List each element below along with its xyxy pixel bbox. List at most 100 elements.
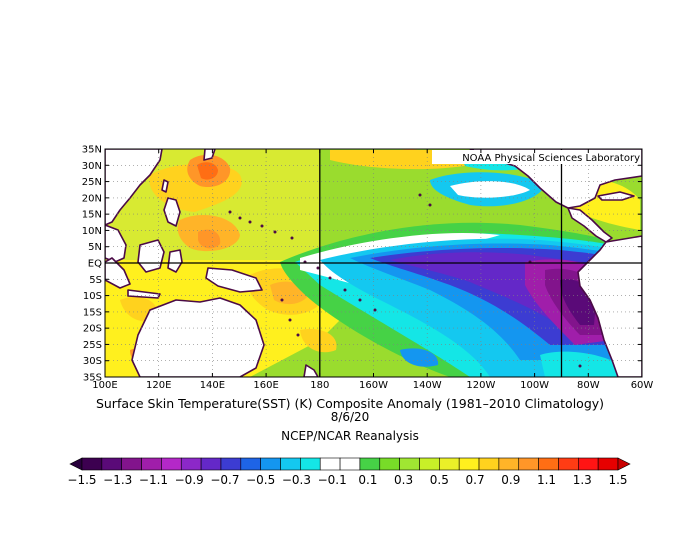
colorbar-swatch [180, 457, 202, 471]
colorbar-label: 0.7 [466, 473, 485, 487]
colorbar-label: −0.1 [318, 473, 347, 487]
colorbar-swatch [141, 457, 162, 471]
colorbar-label: 0.5 [430, 473, 449, 487]
colorbar-swatch [577, 457, 599, 471]
colorbar-swatch [458, 457, 480, 471]
asia-landmass [105, 149, 163, 226]
anomaly-patch [450, 181, 530, 198]
colorbar-swatch [161, 457, 182, 471]
longitude-label: 140E [200, 380, 225, 391]
latitude-label: 25S [83, 340, 102, 351]
anomaly-patch [540, 351, 620, 377]
map-date: 8/6/20 [330, 410, 370, 424]
map-plot-area: NOAA Physical Sciences Laboratory [105, 149, 642, 377]
colorbar-swatch [439, 457, 460, 471]
longitude-label: 160E [253, 380, 278, 391]
anomaly-patch [197, 162, 218, 180]
colorbar-label: 0.3 [394, 473, 413, 487]
colorbar-swatch [399, 457, 420, 471]
latitude-label: 15S [83, 307, 102, 318]
colorbar-swatch [478, 457, 500, 471]
latitude-label: 10S [83, 291, 102, 302]
south-america-landmass [577, 235, 642, 377]
longitude-label: 100E [92, 380, 117, 391]
credit-box [432, 150, 641, 164]
latitude-label: 30S [83, 356, 102, 367]
longitude-label: 60W [631, 380, 654, 391]
colorbar-swatch [220, 457, 242, 471]
anomaly-patch [300, 328, 337, 353]
borneo-landmass [137, 239, 165, 273]
colorbar-swatch [359, 457, 381, 471]
australia-landmass [131, 297, 265, 377]
colorbar-label: −1.1 [139, 473, 168, 487]
colorbar-swatch [300, 457, 321, 471]
latitude-label: 5S [89, 275, 102, 286]
data-source: NCEP/NCAR Reanalysis [281, 429, 419, 443]
colorbar-swatch [240, 457, 261, 471]
latitude-label: 15N [82, 210, 102, 221]
latitude-label: 25N [82, 177, 102, 188]
latitude-label: 10N [82, 226, 102, 237]
latitude-label: 20N [82, 193, 102, 204]
colorbar-label: 0.9 [501, 473, 520, 487]
colorbar-label: −0.9 [175, 473, 204, 487]
island-dots [228, 193, 582, 368]
colorbar-swatch [419, 457, 440, 471]
reference-lines [105, 149, 642, 377]
colorbar-label: 1.5 [608, 473, 627, 487]
longitude-label: 80W [577, 380, 600, 391]
colorbar-label: 0.1 [358, 473, 377, 487]
latitude-label: 5N [88, 242, 102, 253]
grid-lines [105, 149, 642, 377]
colorbar-label: −1.5 [67, 473, 96, 487]
latitude-label: 30N [82, 161, 102, 172]
latitude-label: 20S [83, 324, 102, 335]
latitude-label: 35N [82, 145, 102, 156]
colorbar-swatch [260, 457, 281, 471]
latitude-label: 35S [83, 373, 102, 384]
latitude-label: EQ [88, 259, 102, 270]
longitude-label: 120E [146, 380, 171, 391]
colorbar-label: −0.5 [246, 473, 275, 487]
longitude-label: 120W [466, 380, 495, 391]
colorbar-swatch [597, 457, 619, 471]
axis-ticks [104, 148, 643, 378]
java-landmass [127, 289, 161, 299]
colorbar-label: 1.1 [537, 473, 556, 487]
sulawesi-landmass [167, 249, 183, 273]
colorbar-left-arrow [69, 457, 83, 471]
taiwan-landmass [161, 179, 169, 193]
colorbar-label: −0.7 [210, 473, 239, 487]
anomaly-patch [300, 232, 500, 301]
colorbar-swatch [339, 457, 361, 471]
credit-text: NOAA Physical Sciences Laboratory [462, 153, 640, 164]
colorbar-swatch [498, 457, 520, 471]
colorbar-label: −0.3 [282, 473, 311, 487]
sumatra-landmass [105, 257, 131, 289]
colorbar-swatch [319, 457, 341, 471]
colorbar-swatch [379, 457, 400, 471]
longitude-labels: 100E 120E 140E 160E 180 160W 140W 120W 100W 80W 60… [92, 380, 653, 391]
anomaly-patch [400, 348, 439, 367]
colorbar-swatch [280, 457, 301, 471]
map-title: Surface Skin Temperature(SST) (K) Compos… [95, 396, 605, 411]
philippines-landmass [163, 197, 181, 227]
colorbar-swatch [558, 457, 579, 471]
latitude-labels: 35N 30N 25N 20N 15N 10N 5N EQ 5S 10S 15S 20S 25S 30S 3… [82, 145, 102, 384]
colorbar-swatch [538, 457, 559, 471]
longitude-label: 100W [520, 380, 549, 391]
new-guinea-landmass [205, 267, 263, 293]
colorbar-swatch [101, 457, 123, 471]
longitude-label: 140W [413, 380, 442, 391]
colorbar-swatch [518, 457, 539, 471]
colorbar-label: −1.3 [103, 473, 132, 487]
colorbar-labels: −1.5 −1.3 −1.1 −0.9 −0.7 −0.5 −0.3 −0.1 0.1 0.3 0.… [67, 473, 627, 487]
new-zealand-landmass [303, 364, 319, 377]
colorbar-swatch [121, 457, 142, 471]
colorbar [69, 457, 631, 471]
longitude-label: 160W [359, 380, 388, 391]
colorbar-swatch [81, 457, 103, 471]
